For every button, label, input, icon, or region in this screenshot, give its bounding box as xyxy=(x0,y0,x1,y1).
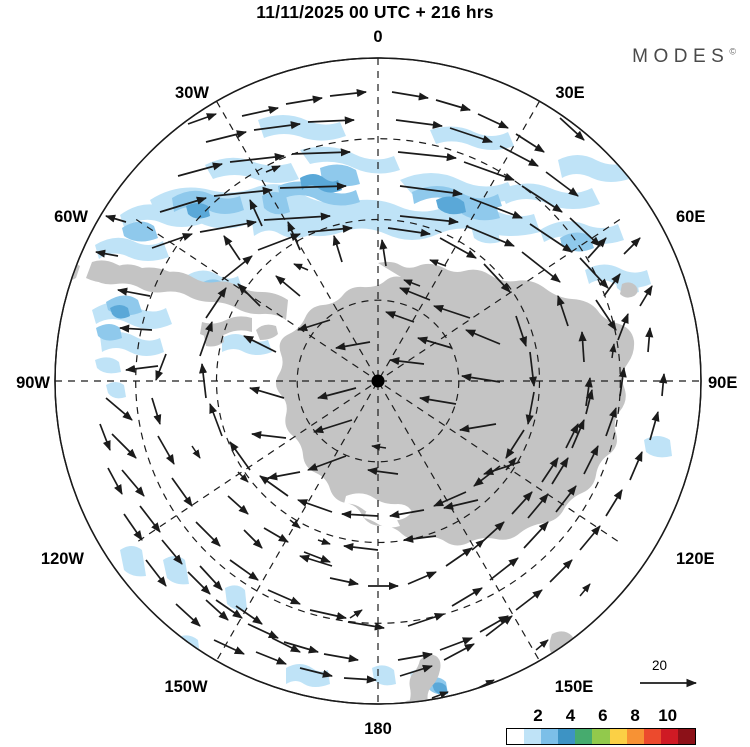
lon-label-30w: 30W xyxy=(175,84,209,102)
modes-logo-text: MODES xyxy=(632,46,730,67)
colorbar-swatch xyxy=(541,729,559,744)
lon-label-60w: 60W xyxy=(54,208,88,226)
wind-vector-legend: 20 xyxy=(638,658,718,696)
colorbar-swatch xyxy=(609,729,627,744)
lon-label-0: 0 xyxy=(373,28,382,46)
colorbar-tick-label: 8 xyxy=(630,706,640,725)
vector-legend-value: 20 xyxy=(652,658,668,673)
colorbar[interactable] xyxy=(506,728,696,745)
lon-label-150e: 150E xyxy=(555,678,594,696)
wind-vectors-short xyxy=(151,165,617,699)
wind-vectors xyxy=(94,88,668,684)
lon-label-60e: 60E xyxy=(676,208,705,226)
modes-logo: MODES© xyxy=(632,46,736,68)
lon-label-30e: 30E xyxy=(555,84,584,102)
colorbar-swatch xyxy=(660,729,678,744)
colorbar-tick-labels: 2 4 6 8 10 xyxy=(506,706,694,728)
colorbar-swatch xyxy=(507,729,525,744)
longitude-labels: 0 30E 60E 90E 120E 150E 180 150W 120W 90… xyxy=(16,28,737,738)
south-pole-dot xyxy=(371,374,385,388)
lon-label-120w: 120W xyxy=(41,550,85,568)
colorbar-swatch xyxy=(592,729,610,744)
page-title: 11/11/2025 00 UTC + 216 hrs xyxy=(256,2,494,22)
lon-label-90e: 90E xyxy=(708,374,737,392)
globe-outline xyxy=(54,57,702,705)
colorbar-swatch xyxy=(575,729,593,744)
lon-label-150w: 150W xyxy=(164,678,208,696)
copyright-mark: © xyxy=(729,46,736,57)
colorbar-swatch xyxy=(677,729,696,744)
vector-legend-arrow-icon xyxy=(640,678,698,688)
colorbar-swatch xyxy=(558,729,576,744)
colorbar-tick-label: 6 xyxy=(598,706,608,725)
lon-label-120e: 120E xyxy=(676,550,715,568)
colorbar-swatch xyxy=(524,729,542,744)
colorbar-swatch xyxy=(626,729,644,744)
colorbar-tick-label: 10 xyxy=(658,706,678,725)
colorbar-swatch xyxy=(643,729,661,744)
lon-label-90w: 90W xyxy=(16,374,50,392)
colorbar-tick-label: 4 xyxy=(565,706,576,725)
colorbar-tick-label: 2 xyxy=(533,706,543,725)
lon-label-180: 180 xyxy=(364,720,392,738)
